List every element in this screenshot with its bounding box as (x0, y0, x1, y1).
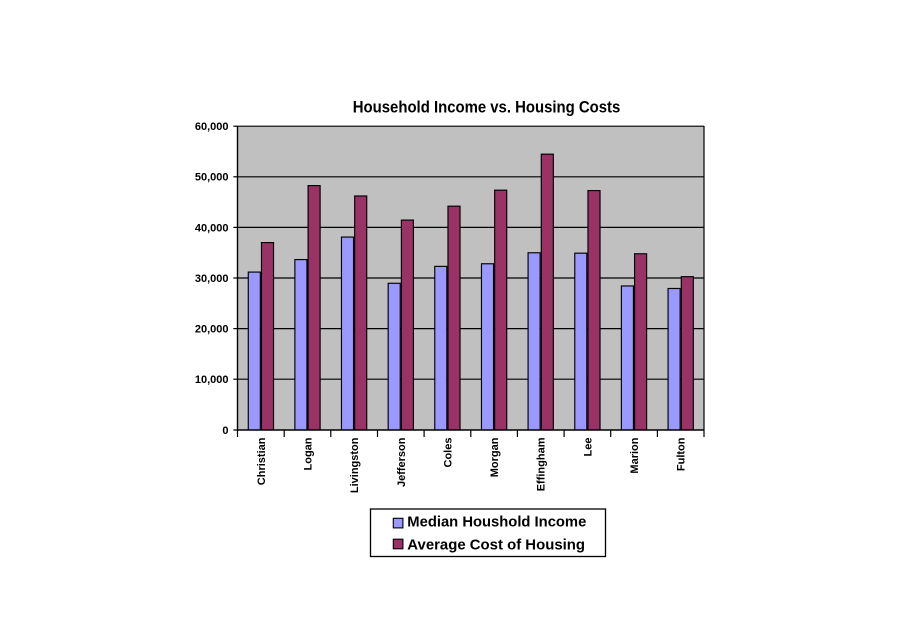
svg-text:Coles: Coles (442, 438, 454, 468)
svg-text:Christian: Christian (256, 437, 268, 485)
svg-text:10,000: 10,000 (195, 374, 229, 386)
svg-text:Fulton: Fulton (676, 437, 688, 471)
svg-text:0: 0 (222, 425, 228, 437)
svg-text:20,000: 20,000 (195, 324, 229, 336)
svg-text:40,000: 40,000 (195, 222, 229, 234)
svg-text:Median Houshold Income: Median Houshold Income (407, 514, 586, 530)
svg-text:Household Income vs. Housing C: Household Income vs. Housing Costs (353, 99, 621, 117)
svg-text:Average Cost of Housing: Average Cost of Housing (407, 537, 585, 553)
svg-text:Marion: Marion (629, 437, 641, 473)
svg-text:Morgan: Morgan (489, 437, 501, 477)
svg-text:Logan: Logan (303, 437, 315, 470)
svg-text:60,000: 60,000 (195, 121, 229, 133)
svg-text:Livingston: Livingston (349, 437, 361, 493)
svg-text:Effingham: Effingham (536, 437, 548, 491)
svg-text:30,000: 30,000 (195, 273, 229, 285)
svg-text:Jefferson: Jefferson (396, 437, 408, 487)
svg-text:50,000: 50,000 (195, 172, 229, 184)
svg-text:Lee: Lee (582, 438, 594, 457)
